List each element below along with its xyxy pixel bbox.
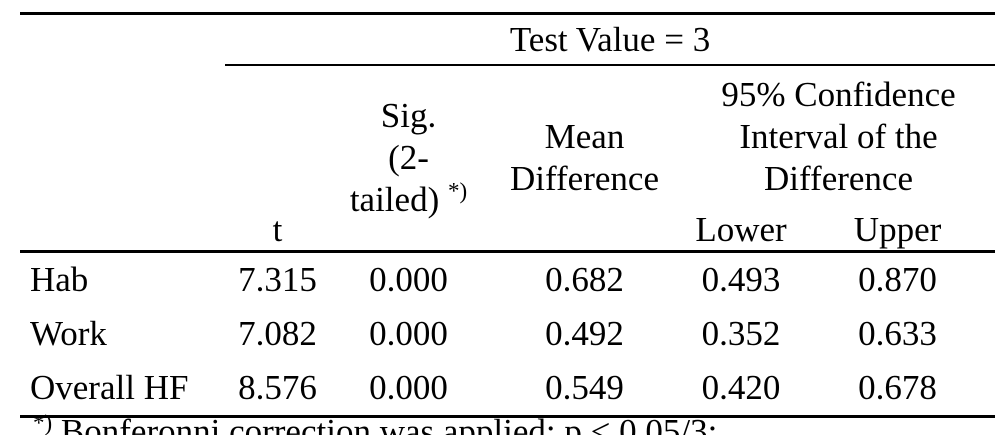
ci-line-3: Difference — [764, 159, 914, 198]
cell-mean-difference: 0.549 — [487, 360, 682, 418]
ci-line-2: Interval of the — [739, 117, 938, 156]
cell-ci-upper: 0.678 — [800, 360, 996, 418]
cell-sig: 0.000 — [369, 313, 448, 353]
ci-line-1: 95% Confidence — [721, 75, 956, 114]
corner-cell-blank — [20, 14, 225, 66]
cell-t: 8.576 — [225, 360, 330, 418]
row-label: Work — [30, 313, 107, 353]
sig-line-2: (2- — [388, 137, 429, 177]
cell-mean-difference: 0.492 — [545, 313, 624, 353]
sig-line-3-text: tailed) — [349, 179, 440, 219]
cell-ci-lower: 0.493 — [701, 259, 781, 299]
row-label: Overall HF — [20, 360, 225, 418]
sig-line-3: tailed) *) — [330, 179, 487, 221]
col-header-sig: Sig. (2- tailed) *) — [330, 65, 487, 253]
col-header-confidence-interval: 95% Confidence Interval of the Differenc… — [682, 65, 995, 200]
cell-ci-lower: 0.352 — [701, 313, 781, 353]
sig-footnote-marker: *) — [447, 178, 468, 204]
mean-line-1: Mean — [544, 116, 625, 156]
cell-mean-difference: 0.682 — [545, 259, 624, 299]
mean-line-2: Difference — [510, 158, 659, 198]
cell-sig: 0.000 — [369, 259, 448, 299]
spanner-test-value: Test Value = 3 — [225, 13, 996, 66]
col-header-lower: Lower — [682, 200, 800, 253]
cell-t: 7.082 — [238, 313, 317, 353]
footnote-text: Bonferonni correction was applied; p < 0… — [52, 412, 718, 435]
cell-sig: 0.000 — [330, 360, 487, 418]
row-label: Hab — [30, 259, 89, 299]
cell-t: 7.315 — [238, 259, 317, 299]
cell-ci-upper: 0.633 — [858, 313, 937, 353]
col-header-upper: Upper — [800, 200, 996, 253]
cell-ci-lower: 0.420 — [682, 360, 800, 418]
col-header-mean-difference: Mean Difference — [487, 65, 682, 253]
col-header-t: t — [225, 65, 330, 253]
footnote-marker: *) — [33, 410, 53, 435]
sig-line-1: Sig. — [380, 95, 437, 135]
stub-head-blank — [20, 65, 225, 253]
table-row-work: Work 7.082 0.000 0.492 0.352 0.633 — [20, 307, 995, 361]
table-row-hab: Hab 7.315 0.000 0.682 0.493 0.870 — [20, 251, 995, 307]
one-sample-t-test-table: Test Value = 3 t Sig. (2- tailed) *) Mea… — [20, 12, 996, 418]
table-row-overall-hf: Overall HF 8.576 0.000 0.549 0.420 0.678 — [20, 360, 996, 418]
table-footnote: *) Bonferonni correction was applied; p … — [33, 410, 718, 435]
cell-ci-upper: 0.870 — [858, 259, 937, 299]
